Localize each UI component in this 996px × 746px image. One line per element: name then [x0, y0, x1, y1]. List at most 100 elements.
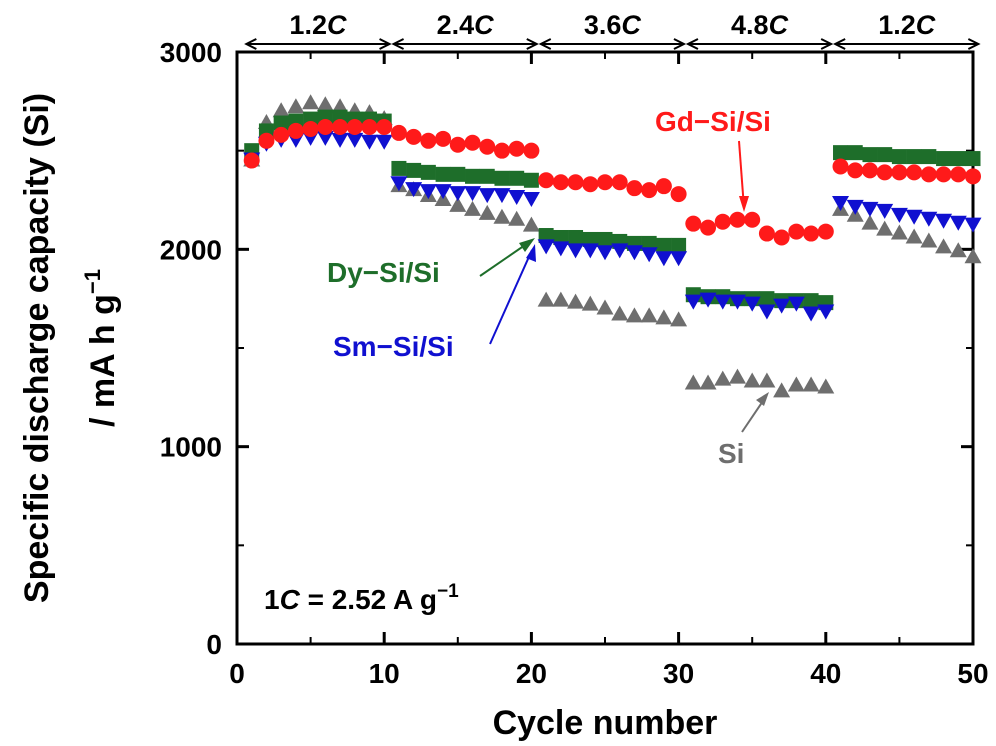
point-circle — [390, 124, 407, 141]
point-circle — [258, 132, 275, 149]
x-tick-label: 30 — [663, 658, 694, 689]
rate-arrowhead-right — [967, 38, 981, 50]
y-tick-label: 3000 — [160, 37, 222, 68]
point-triangle-up — [670, 311, 688, 327]
point-square — [435, 166, 451, 182]
point-triangle-down — [611, 243, 629, 259]
rate-label-c: C — [327, 10, 347, 40]
point-square — [406, 162, 422, 178]
point-circle — [493, 142, 510, 159]
point-triangle-up — [625, 307, 643, 323]
point-triangle-up — [684, 374, 702, 390]
point-square — [950, 151, 966, 167]
x-tick-label: 50 — [957, 658, 988, 689]
point-triangle-up — [758, 372, 776, 388]
arrow-dy-si — [479, 242, 529, 277]
point-triangle-down — [670, 251, 688, 267]
point-circle — [420, 132, 437, 149]
point-square — [494, 170, 510, 186]
point-triangle-up — [787, 376, 805, 392]
y-tick-label: 2000 — [160, 234, 222, 265]
point-triangle-up — [522, 216, 540, 232]
point-triangle-down — [640, 247, 658, 263]
point-triangle-down — [802, 306, 820, 322]
point-triangle-up — [316, 96, 334, 112]
point-circle — [332, 118, 349, 135]
rate-label-number: 2.4 — [437, 10, 475, 40]
point-circle — [714, 213, 731, 230]
c-rate-note-sup: −1 — [437, 581, 459, 602]
point-triangle-down — [567, 243, 585, 259]
x-tick-label: 20 — [516, 658, 547, 689]
point-triangle-up — [272, 102, 290, 118]
point-triangle-up — [567, 293, 585, 309]
point-circle — [758, 225, 775, 242]
point-triangle-up — [905, 228, 923, 244]
point-circle — [891, 164, 908, 181]
label-dy-si: Dy−Si/Si — [327, 257, 440, 288]
point-circle — [685, 215, 702, 232]
point-triangle-down — [832, 195, 850, 211]
point-triangle-down — [316, 130, 334, 146]
rate-label-c: C — [916, 10, 936, 40]
point-circle — [538, 172, 555, 189]
point-circle — [405, 128, 422, 145]
point-circle — [626, 180, 643, 197]
y-axis-title: Specific discharge capacity (Si) — [18, 93, 56, 603]
arrowhead-sm-si — [526, 244, 536, 262]
point-circle — [847, 162, 864, 179]
point-square — [597, 231, 613, 247]
point-square — [936, 151, 952, 167]
point-triangle-down — [464, 186, 482, 202]
point-triangle-up — [861, 214, 879, 230]
x-tick-label: 10 — [369, 658, 400, 689]
y-tick-label: 0 — [206, 629, 222, 660]
point-triangle-up — [949, 242, 967, 258]
rate-bar: 1.2C 2.4C 3.6C 4.8C 1.2C — [244, 10, 981, 50]
point-triangle-down — [434, 184, 452, 200]
rate-label-number: 1.2 — [878, 10, 916, 40]
point-triangle-down — [714, 294, 732, 310]
point-triangle-up — [581, 295, 599, 311]
point-triangle-up — [611, 305, 629, 321]
point-square — [538, 228, 554, 244]
point-triangle-down — [905, 209, 923, 225]
point-circle — [582, 176, 599, 193]
point-triangle-down — [655, 251, 673, 267]
point-triangle-up — [331, 98, 349, 114]
point-triangle-down — [552, 241, 570, 257]
point-triangle-down — [405, 182, 423, 198]
point-circle — [773, 229, 790, 246]
point-square — [921, 149, 937, 165]
point-triangle-up — [920, 232, 938, 248]
point-circle — [861, 162, 878, 179]
point-triangle-down — [728, 294, 746, 310]
point-triangle-up — [464, 200, 482, 216]
point-square — [965, 151, 981, 167]
point-circle — [479, 138, 496, 155]
point-circle — [670, 186, 687, 203]
rate-label-number: 4.8 — [731, 10, 769, 40]
point-triangle-down — [449, 186, 467, 202]
rate-label: 2.4C — [437, 10, 495, 40]
point-triangle-down — [846, 199, 864, 215]
point-circle — [935, 166, 952, 183]
arrow-sm-si — [489, 249, 533, 345]
axis-ticks: 0 10 20 30 40 50 0 1000 2000 3000 — [160, 37, 989, 689]
point-triangle-down — [478, 188, 496, 204]
rate-arrowhead-right — [526, 38, 539, 50]
point-triangle-up — [817, 378, 835, 394]
y-tick-label: 1000 — [160, 432, 222, 463]
point-triangle-up — [478, 204, 496, 220]
rate-arrowhead-left — [538, 38, 552, 50]
point-triangle-down — [331, 132, 349, 148]
c-rate-note-prefix: 1 — [264, 584, 280, 615]
point-square — [465, 168, 481, 184]
point-circle — [655, 178, 672, 195]
rate-arrowhead-left — [244, 38, 257, 50]
rate-label: 1.2C — [289, 10, 347, 40]
point-circle — [464, 134, 481, 151]
point-triangle-down — [890, 207, 908, 223]
point-triangle-down — [596, 245, 614, 261]
point-triangle-up — [640, 307, 658, 323]
